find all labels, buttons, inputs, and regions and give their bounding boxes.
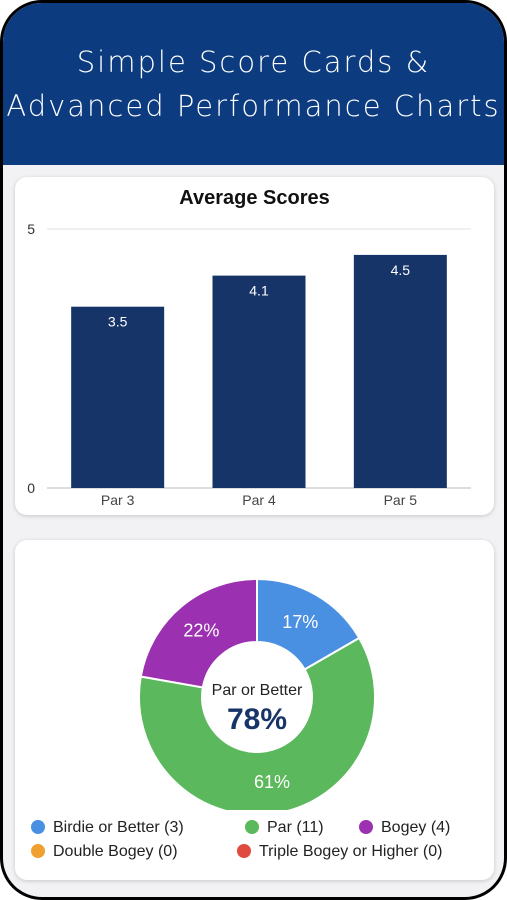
header-title-line1: Simple Score Cards & (76, 45, 431, 79)
slice-percent-label: 17% (282, 612, 318, 632)
bar-chart-title: Average Scores (179, 187, 330, 209)
donut-chart: 17% 61% 22% Par or Better 78% (138, 577, 376, 810)
x-tick-label: Par 3 (101, 492, 135, 508)
legend-dot-par (245, 820, 259, 834)
legend-item-par: Par (11) (245, 818, 324, 838)
legend-dot-bogey (359, 820, 373, 834)
legend-dot-double-bogey (31, 844, 45, 858)
legend-label-bogey: Bogey (4) (381, 819, 451, 836)
bar-par-4 (212, 275, 306, 488)
legend-label-birdie: Birdie or Better (3) (53, 819, 184, 836)
bar-value-label: 4.5 (391, 262, 411, 278)
slice-percent-label: 61% (254, 772, 290, 792)
donut-center-value: 78% (227, 703, 287, 736)
slice-par (138, 636, 376, 810)
slice-percent-label: 22% (183, 621, 219, 641)
bar-value-label: 3.5 (108, 314, 128, 330)
x-tick-label: Par 4 (242, 492, 276, 508)
bar-par-5 (353, 254, 447, 488)
x-tick-label: Par 5 (384, 492, 418, 508)
donut-center-label: Par or Better (212, 682, 303, 699)
y-tick-label: 0 (27, 480, 35, 496)
legend-item-bogey: Bogey (4) (359, 818, 450, 838)
bar-par-3 (71, 306, 165, 488)
bar-value-label: 4.1 (249, 283, 269, 299)
legend-label-triple-bogey: Triple Bogey or Higher (0) (259, 843, 443, 860)
legend-dot-triple-bogey (237, 844, 251, 858)
score-distribution-card: 17% 61% 22% Par or Better 78% Birdie or Bett… (15, 540, 494, 880)
slice-bogey (139, 577, 258, 689)
legend-label-par: Par (11) (267, 819, 324, 836)
legend-item-double-bogey: Double Bogey (0) (31, 842, 178, 862)
header-title-line2: Advanced Performance Charts (6, 89, 501, 123)
bar-chart: 5 0 3.5 Par 3 4.1 Par 4 4.5 Par 5 (27, 221, 471, 508)
y-tick-label: 5 (27, 221, 35, 237)
legend-item-birdie: Birdie or Better (3) (31, 818, 184, 838)
header-banner: Simple Score Cards & Advanced Performanc… (3, 3, 504, 165)
legend-dot-birdie (31, 820, 45, 834)
legend-item-triple-bogey: Triple Bogey or Higher (0) (237, 842, 442, 862)
average-scores-card: Average Scores 5 0 3.5 Par 3 4.1 Par 4 4.5 Par … (15, 177, 494, 515)
legend-label-double-bogey: Double Bogey (0) (53, 843, 178, 860)
